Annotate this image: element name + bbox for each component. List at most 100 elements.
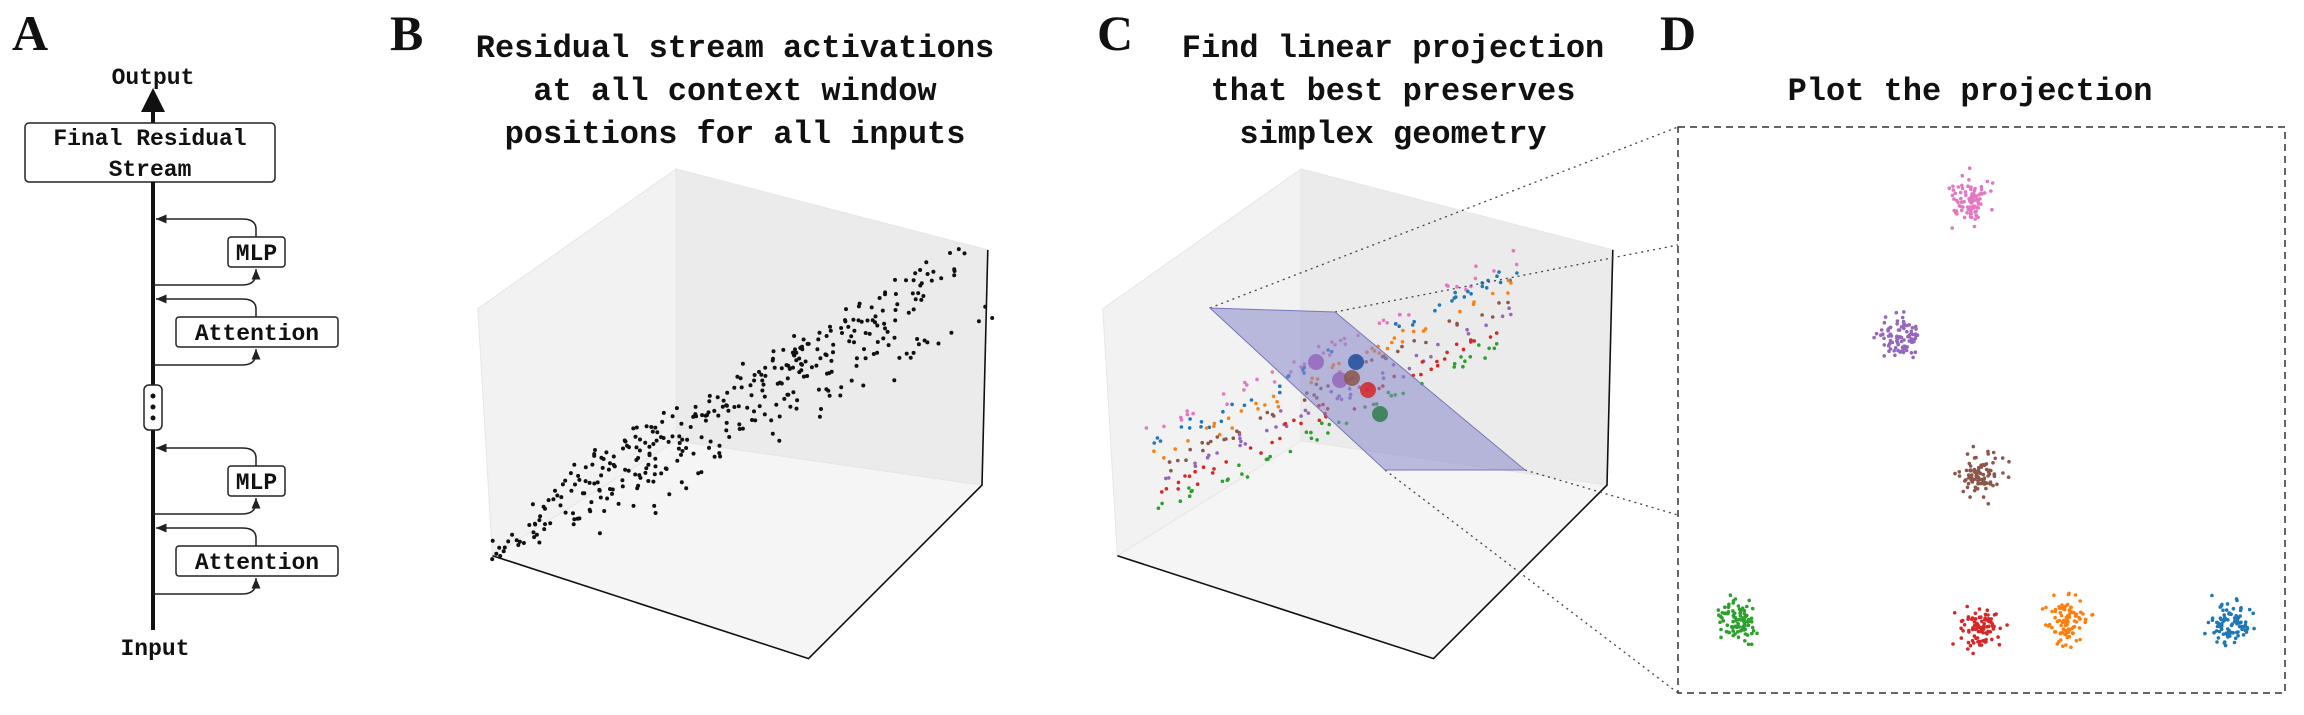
point (2081, 612, 2085, 616)
point (2238, 614, 2242, 618)
point (2214, 629, 2219, 633)
point (1230, 402, 1234, 407)
point (516, 543, 521, 547)
point (1955, 198, 1959, 203)
point (2064, 643, 2068, 647)
point (1292, 418, 1296, 423)
point (1209, 439, 1213, 444)
point (1727, 602, 1731, 607)
point (1212, 467, 1216, 471)
point (738, 376, 743, 381)
point (1176, 480, 1181, 485)
point (791, 390, 796, 395)
point (2219, 627, 2224, 632)
point (699, 470, 704, 475)
point (1742, 608, 1747, 613)
point (1976, 202, 1981, 206)
point (1961, 629, 1965, 633)
point (1979, 629, 1983, 634)
point (1957, 474, 1962, 478)
point (1156, 506, 1161, 511)
zoom-box (1677, 126, 2286, 694)
point (1985, 608, 1990, 612)
point (1495, 274, 1499, 279)
point (904, 278, 908, 283)
point (1726, 605, 1731, 610)
point (1914, 327, 1918, 331)
point (1221, 409, 1225, 414)
point (1278, 390, 1282, 395)
point (1958, 190, 1963, 195)
point (777, 438, 782, 443)
centroid (1308, 354, 1324, 370)
point (1981, 495, 1986, 499)
point (1882, 343, 1887, 347)
point (1959, 196, 1963, 201)
point (904, 351, 909, 356)
point (1960, 183, 1964, 188)
point (1991, 461, 1995, 465)
point (1968, 643, 1973, 648)
point (1242, 388, 1246, 392)
point (1895, 339, 1899, 343)
point (788, 404, 793, 409)
point (2065, 631, 2069, 635)
point (1976, 640, 1981, 644)
point (521, 541, 526, 545)
point (893, 318, 898, 323)
point (543, 506, 547, 511)
point (1989, 620, 1993, 625)
point (2061, 644, 2065, 648)
point (2227, 612, 2232, 616)
point (606, 467, 611, 472)
point (931, 269, 936, 274)
point (1436, 342, 1440, 347)
point (875, 350, 880, 355)
point (2235, 621, 2239, 626)
block-box (175, 316, 339, 348)
point (1187, 474, 1192, 479)
point (651, 479, 656, 484)
point (1975, 486, 1980, 491)
point (576, 473, 581, 478)
point (1225, 478, 1230, 483)
point (793, 347, 797, 352)
point (670, 414, 675, 419)
point (2043, 623, 2048, 627)
point (1480, 284, 1485, 289)
point (1972, 224, 1977, 229)
point (745, 405, 750, 410)
point (922, 338, 927, 343)
point (1498, 280, 1503, 285)
point (1452, 362, 1457, 366)
point (1738, 614, 1743, 618)
point (2053, 615, 2057, 620)
point (843, 319, 848, 324)
point (1747, 619, 1751, 623)
centroid (1332, 372, 1348, 388)
point (2052, 593, 2056, 598)
point (649, 425, 654, 429)
point (1892, 349, 1896, 353)
point (1970, 473, 1974, 477)
point (2050, 625, 2054, 630)
point (661, 436, 666, 440)
point (976, 319, 981, 324)
skip-out (156, 214, 257, 237)
point (1970, 617, 1974, 621)
point (1976, 481, 1980, 486)
point (1987, 624, 1991, 629)
point (1747, 598, 1751, 603)
point (1986, 617, 1991, 621)
point (531, 530, 536, 535)
point (1393, 322, 1398, 326)
point (1960, 173, 1965, 178)
point (1195, 482, 1200, 487)
centroid (1344, 370, 1360, 386)
point (611, 462, 616, 467)
point (1435, 363, 1440, 368)
point (732, 405, 737, 409)
point (1903, 346, 1907, 350)
point (1472, 339, 1476, 343)
point (1736, 630, 1740, 634)
